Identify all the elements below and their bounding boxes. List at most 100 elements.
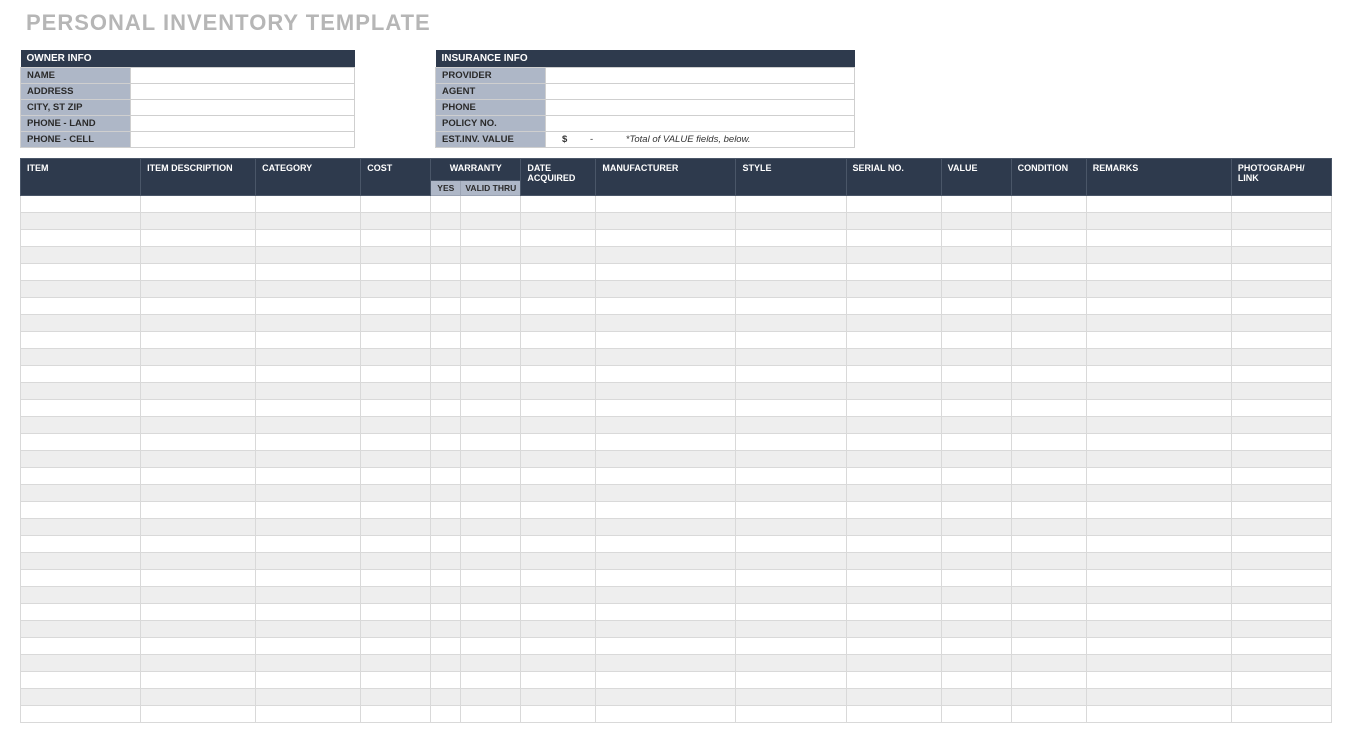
- table-cell[interactable]: [1086, 417, 1231, 434]
- table-cell[interactable]: [736, 196, 846, 213]
- table-cell[interactable]: [941, 366, 1011, 383]
- table-cell[interactable]: [1086, 281, 1231, 298]
- table-cell[interactable]: [361, 196, 431, 213]
- table-cell[interactable]: [1231, 672, 1331, 689]
- table-cell[interactable]: [1011, 468, 1086, 485]
- table-cell[interactable]: [941, 349, 1011, 366]
- table-cell[interactable]: [256, 485, 361, 502]
- table-cell[interactable]: [521, 672, 596, 689]
- table-cell[interactable]: [431, 400, 461, 417]
- table-cell[interactable]: [431, 332, 461, 349]
- table-cell[interactable]: [141, 672, 256, 689]
- table-cell[interactable]: [846, 485, 941, 502]
- table-cell[interactable]: [361, 536, 431, 553]
- table-cell[interactable]: [941, 434, 1011, 451]
- table-cell[interactable]: [461, 706, 521, 723]
- table-cell[interactable]: [596, 281, 736, 298]
- table-cell[interactable]: [736, 485, 846, 502]
- table-cell[interactable]: [846, 281, 941, 298]
- table-cell[interactable]: [736, 706, 846, 723]
- table-cell[interactable]: [461, 417, 521, 434]
- table-cell[interactable]: [256, 315, 361, 332]
- table-cell[interactable]: [1231, 536, 1331, 553]
- table-cell[interactable]: [941, 315, 1011, 332]
- table-cell[interactable]: [256, 417, 361, 434]
- table-cell[interactable]: [256, 383, 361, 400]
- table-cell[interactable]: [1086, 349, 1231, 366]
- table-cell[interactable]: [141, 706, 256, 723]
- table-cell[interactable]: [1011, 281, 1086, 298]
- table-cell[interactable]: [461, 383, 521, 400]
- table-cell[interactable]: [1231, 604, 1331, 621]
- table-cell[interactable]: [141, 570, 256, 587]
- table-cell[interactable]: [21, 196, 141, 213]
- table-cell[interactable]: [941, 604, 1011, 621]
- table-cell[interactable]: [736, 366, 846, 383]
- table-cell[interactable]: [431, 417, 461, 434]
- table-cell[interactable]: [461, 230, 521, 247]
- table-cell[interactable]: [736, 570, 846, 587]
- table-cell[interactable]: [361, 706, 431, 723]
- table-cell[interactable]: [21, 638, 141, 655]
- table-cell[interactable]: [361, 621, 431, 638]
- table-cell[interactable]: [596, 638, 736, 655]
- table-cell[interactable]: [736, 553, 846, 570]
- table-cell[interactable]: [941, 400, 1011, 417]
- table-cell[interactable]: [21, 400, 141, 417]
- table-cell[interactable]: [1011, 638, 1086, 655]
- table-cell[interactable]: [1011, 672, 1086, 689]
- table-cell[interactable]: [1011, 230, 1086, 247]
- table-cell[interactable]: [256, 213, 361, 230]
- table-cell[interactable]: [596, 621, 736, 638]
- table-cell[interactable]: [1011, 400, 1086, 417]
- table-cell[interactable]: [256, 366, 361, 383]
- table-cell[interactable]: [736, 213, 846, 230]
- table-cell[interactable]: [461, 655, 521, 672]
- table-cell[interactable]: [361, 689, 431, 706]
- table-cell[interactable]: [461, 213, 521, 230]
- table-cell[interactable]: [521, 298, 596, 315]
- table-cell[interactable]: [1011, 298, 1086, 315]
- table-cell[interactable]: [1231, 230, 1331, 247]
- table-cell[interactable]: [1231, 400, 1331, 417]
- table-cell[interactable]: [846, 536, 941, 553]
- table-cell[interactable]: [941, 570, 1011, 587]
- table-cell[interactable]: [21, 298, 141, 315]
- table-cell[interactable]: [736, 468, 846, 485]
- table-cell[interactable]: [596, 655, 736, 672]
- table-cell[interactable]: [256, 434, 361, 451]
- table-cell[interactable]: [1086, 366, 1231, 383]
- table-cell[interactable]: [596, 264, 736, 281]
- table-cell[interactable]: [1011, 570, 1086, 587]
- table-cell[interactable]: [461, 264, 521, 281]
- table-cell[interactable]: [21, 519, 141, 536]
- table-cell[interactable]: [141, 400, 256, 417]
- table-cell[interactable]: [521, 349, 596, 366]
- table-cell[interactable]: [361, 553, 431, 570]
- table-cell[interactable]: [596, 213, 736, 230]
- table-cell[interactable]: [736, 689, 846, 706]
- table-cell[interactable]: [521, 213, 596, 230]
- table-cell[interactable]: [431, 315, 461, 332]
- table-cell[interactable]: [736, 655, 846, 672]
- table-cell[interactable]: [1086, 570, 1231, 587]
- table-cell[interactable]: [1086, 451, 1231, 468]
- table-cell[interactable]: [941, 706, 1011, 723]
- table-cell[interactable]: [256, 298, 361, 315]
- table-cell[interactable]: [21, 536, 141, 553]
- table-cell[interactable]: [1011, 553, 1086, 570]
- table-cell[interactable]: [256, 502, 361, 519]
- table-cell[interactable]: [846, 366, 941, 383]
- table-cell[interactable]: [141, 502, 256, 519]
- table-cell[interactable]: [431, 655, 461, 672]
- table-cell[interactable]: [846, 417, 941, 434]
- table-cell[interactable]: [941, 196, 1011, 213]
- table-cell[interactable]: [596, 587, 736, 604]
- table-cell[interactable]: [941, 689, 1011, 706]
- table-cell[interactable]: [431, 604, 461, 621]
- table-cell[interactable]: [1231, 383, 1331, 400]
- table-cell[interactable]: [461, 587, 521, 604]
- table-cell[interactable]: [1011, 502, 1086, 519]
- table-cell[interactable]: [256, 196, 361, 213]
- table-cell[interactable]: [141, 417, 256, 434]
